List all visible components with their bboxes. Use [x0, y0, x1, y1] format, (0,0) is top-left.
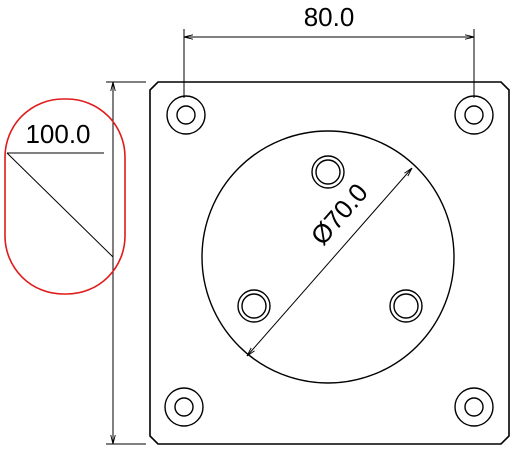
dimension-label-top: 80.0: [304, 2, 355, 32]
inner-hole-top[interactable]: [311, 155, 345, 189]
corner-hole-bottom-left[interactable]: [164, 387, 204, 427]
diameter-line: [247, 168, 412, 356]
inner-hole-right[interactable]: [389, 289, 423, 323]
corner-hole-top-left[interactable]: [166, 95, 206, 135]
mounting-plate-outline[interactable]: [149, 81, 510, 445]
corner-hole-top-right[interactable]: [454, 95, 494, 135]
center-bore-circle[interactable]: [201, 130, 455, 384]
dimension-left-height[interactable]: 100.0: [6, 81, 146, 445]
leader-diagonal: [6, 152, 114, 258]
dimension-top-spacing[interactable]: 80.0: [183, 2, 475, 98]
selection-highlight: [4, 98, 126, 295]
dimension-label-diameter: Ø70.0: [305, 178, 374, 251]
inner-hole-left[interactable]: [237, 289, 271, 323]
dimension-diameter[interactable]: Ø70.0: [247, 168, 412, 356]
dimension-label-left: 100.0: [25, 119, 90, 149]
corner-hole-bottom-right[interactable]: [454, 387, 494, 427]
